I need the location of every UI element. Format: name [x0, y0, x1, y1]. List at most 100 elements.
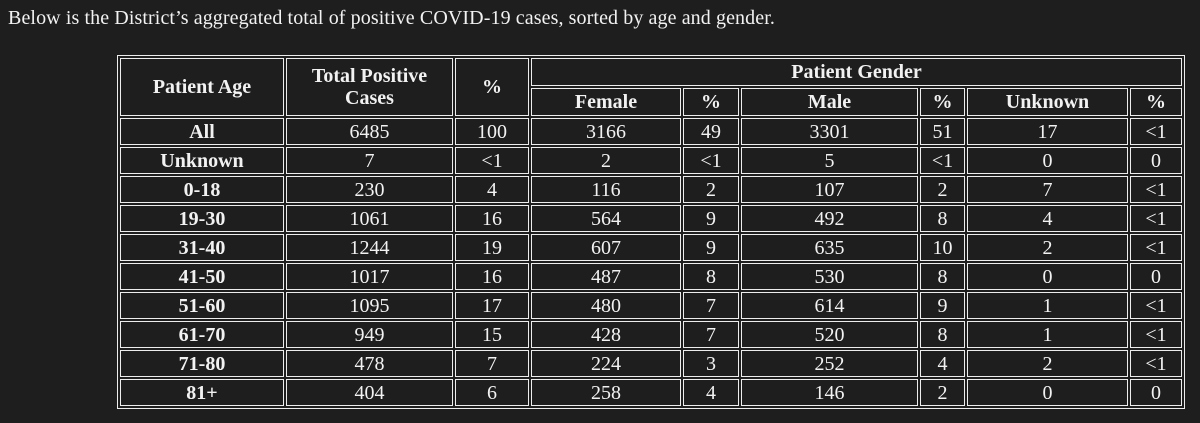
total-percent-cell: 100: [455, 118, 529, 145]
male-percent-cell: 9: [920, 292, 965, 319]
table-body: All 6485 100 3166 49 3301 51 17 <1 Unknown 7 <1 2 <1 5…: [120, 118, 1182, 406]
total-cases-cell: 1061: [286, 205, 453, 232]
female-percent-cell: 9: [683, 205, 739, 232]
female-cell: 480: [531, 292, 681, 319]
page: Below is the District’s aggregated total…: [0, 7, 1200, 409]
total-percent-cell: 16: [455, 263, 529, 290]
page-title: Below is the District’s aggregated total…: [8, 7, 775, 29]
male-cell: 3301: [741, 118, 918, 145]
header-male: Male: [741, 88, 918, 116]
female-percent-cell: 9: [683, 234, 739, 261]
total-percent-cell: 19: [455, 234, 529, 261]
total-cases-cell: 6485: [286, 118, 453, 145]
unknown-cell: 4: [967, 205, 1128, 232]
female-percent-cell: 8: [683, 263, 739, 290]
total-percent-cell: 17: [455, 292, 529, 319]
unknown-percent-cell: <1: [1130, 350, 1182, 377]
total-percent-cell: 4: [455, 176, 529, 203]
unknown-cell: 0: [967, 263, 1128, 290]
table-row: 61-70 949 15 428 7 520 8 1 <1: [120, 321, 1182, 348]
female-cell: 3166: [531, 118, 681, 145]
unknown-percent-cell: <1: [1130, 292, 1182, 319]
age-cell: 81+: [120, 379, 284, 406]
female-percent-cell: <1: [683, 147, 739, 174]
total-percent-cell: 7: [455, 350, 529, 377]
male-percent-cell: 51: [920, 118, 965, 145]
table-row: Unknown 7 <1 2 <1 5 <1 0 0: [120, 147, 1182, 174]
total-percent-cell: <1: [455, 147, 529, 174]
male-cell: 492: [741, 205, 918, 232]
female-cell: 258: [531, 379, 681, 406]
total-percent-cell: 6: [455, 379, 529, 406]
male-percent-cell: 4: [920, 350, 965, 377]
total-cases-cell: 404: [286, 379, 453, 406]
male-percent-cell: 10: [920, 234, 965, 261]
unknown-percent-cell: <1: [1130, 234, 1182, 261]
unknown-percent-cell: <1: [1130, 118, 1182, 145]
unknown-percent-cell: 0: [1130, 263, 1182, 290]
total-cases-cell: 949: [286, 321, 453, 348]
male-cell: 252: [741, 350, 918, 377]
unknown-percent-cell: 0: [1130, 147, 1182, 174]
male-cell: 107: [741, 176, 918, 203]
header-total-positive-cases: Total Positive Cases: [286, 58, 453, 116]
age-cell: 61-70: [120, 321, 284, 348]
unknown-cell: 0: [967, 147, 1128, 174]
male-cell: 635: [741, 234, 918, 261]
female-percent-cell: 7: [683, 292, 739, 319]
female-cell: 564: [531, 205, 681, 232]
total-cases-cell: 1095: [286, 292, 453, 319]
header-patient-gender: Patient Gender: [531, 58, 1182, 86]
table-row: All 6485 100 3166 49 3301 51 17 <1: [120, 118, 1182, 145]
male-cell: 520: [741, 321, 918, 348]
male-percent-cell: 2: [920, 176, 965, 203]
female-cell: 2: [531, 147, 681, 174]
female-percent-cell: 4: [683, 379, 739, 406]
male-percent-cell: 8: [920, 321, 965, 348]
male-percent-cell: 2: [920, 379, 965, 406]
female-cell: 116: [531, 176, 681, 203]
table-row: 0-18 230 4 116 2 107 2 7 <1: [120, 176, 1182, 203]
header-row-sub: Female % Male % Unknown %: [120, 88, 1182, 116]
male-percent-cell: 8: [920, 263, 965, 290]
female-percent-cell: 7: [683, 321, 739, 348]
header-total-percent: %: [455, 58, 529, 116]
total-percent-cell: 15: [455, 321, 529, 348]
female-cell: 487: [531, 263, 681, 290]
female-cell: 224: [531, 350, 681, 377]
male-cell: 5: [741, 147, 918, 174]
unknown-percent-cell: 0: [1130, 379, 1182, 406]
header-unknown: Unknown: [967, 88, 1128, 116]
age-cell: All: [120, 118, 284, 145]
female-percent-cell: 3: [683, 350, 739, 377]
unknown-cell: 17: [967, 118, 1128, 145]
age-cell: 31-40: [120, 234, 284, 261]
header-row-top: Patient Age Total Positive Cases % Patie…: [120, 58, 1182, 116]
age-cell: 41-50: [120, 263, 284, 290]
unknown-cell: 2: [967, 234, 1128, 261]
male-percent-cell: 8: [920, 205, 965, 232]
header-unknown-percent: %: [1130, 88, 1182, 116]
age-cell: Unknown: [120, 147, 284, 174]
age-cell: 71-80: [120, 350, 284, 377]
unknown-percent-cell: <1: [1130, 176, 1182, 203]
total-cases-cell: 1017: [286, 263, 453, 290]
total-cases-cell: 1244: [286, 234, 453, 261]
header-female-percent: %: [683, 88, 739, 116]
table-row: 41-50 1017 16 487 8 530 8 0 0: [120, 263, 1182, 290]
unknown-percent-cell: <1: [1130, 205, 1182, 232]
age-cell: 51-60: [120, 292, 284, 319]
table-row: 71-80 478 7 224 3 252 4 2 <1: [120, 350, 1182, 377]
female-cell: 428: [531, 321, 681, 348]
age-cell: 0-18: [120, 176, 284, 203]
unknown-cell: 2: [967, 350, 1128, 377]
total-percent-cell: 16: [455, 205, 529, 232]
unknown-cell: 1: [967, 292, 1128, 319]
total-cases-cell: 478: [286, 350, 453, 377]
covid-cases-table: Patient Age Total Positive Cases % Patie…: [117, 55, 1185, 409]
male-cell: 530: [741, 263, 918, 290]
header-patient-age: Patient Age: [120, 58, 284, 116]
table-row: 81+ 404 6 258 4 146 2 0 0: [120, 379, 1182, 406]
header-male-percent: %: [920, 88, 965, 116]
female-percent-cell: 49: [683, 118, 739, 145]
